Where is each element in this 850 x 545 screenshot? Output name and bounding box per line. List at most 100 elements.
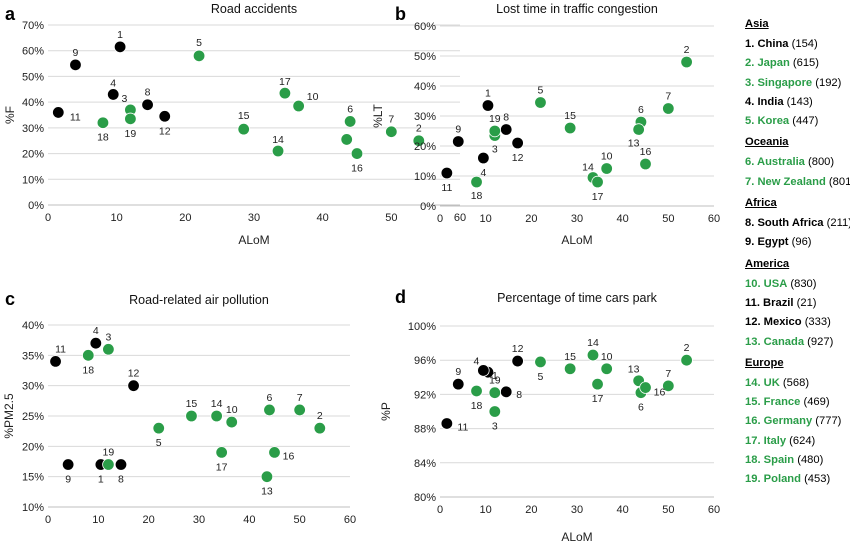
point-label: 7 <box>388 114 394 126</box>
point-label: 10 <box>307 91 319 103</box>
data-point <box>662 379 675 393</box>
legend-region: Africa <box>745 197 777 210</box>
y-tick-label: 88% <box>414 424 436 436</box>
legend-entry: 8. South Africa (211) <box>745 214 850 233</box>
data-point <box>96 116 110 129</box>
y-tick-label: 10% <box>22 502 44 514</box>
legend-entry: 13. Canada (927) <box>745 333 850 352</box>
legend-country: 4. India <box>745 95 784 108</box>
x-tick-label: 10 <box>480 213 492 225</box>
point-label: 16 <box>351 163 363 175</box>
legend-entry: 3. Singapore (192) <box>745 74 850 93</box>
data-point <box>639 381 652 394</box>
legend-country: 13. Canada <box>745 335 805 348</box>
point-label: 11 <box>441 182 452 194</box>
data-point <box>440 166 454 180</box>
y-tick-label: 30% <box>414 111 436 123</box>
x-tick-label: 50 <box>662 213 674 225</box>
panel-b: b Lost time in traffic congestion0%10%20%… <box>371 2 720 247</box>
point-label: 10 <box>601 151 613 163</box>
data-point <box>293 403 306 417</box>
x-tick-label: 40 <box>617 213 629 225</box>
data-point <box>470 175 483 189</box>
point-label: 3 <box>492 144 498 156</box>
legend-entry: 15. France (469) <box>745 393 850 412</box>
data-point <box>192 49 206 63</box>
y-tick-label: 35% <box>22 350 44 362</box>
legend-country: 10. USA <box>745 277 788 290</box>
x-tick-label: 0 <box>45 212 51 224</box>
data-point <box>563 121 577 135</box>
data-point <box>141 98 154 111</box>
point-label: 10 <box>601 351 613 363</box>
data-point <box>586 348 600 362</box>
point-label: 2 <box>416 123 422 135</box>
y-tick-label: 96% <box>414 355 436 367</box>
point-label: 17 <box>279 76 291 88</box>
x-tick-label: 20 <box>179 212 191 224</box>
legend-count: (211) <box>823 217 850 230</box>
point-label: 14 <box>211 398 223 410</box>
x-tick-label: 50 <box>662 504 674 516</box>
point-label: 7 <box>665 91 671 103</box>
legend-entry: 11. Brazil (21) <box>745 294 850 313</box>
legend-entry: 2. Japan (615) <box>745 54 850 73</box>
point-label: 1 <box>492 370 498 382</box>
data-point <box>470 384 483 398</box>
legend-country: 12. Mexico <box>745 316 802 329</box>
y-axis-label: %P <box>379 402 393 421</box>
point-label: 17 <box>216 461 228 473</box>
legend-country: 19. Poland <box>745 473 801 486</box>
point-label: 15 <box>564 110 576 122</box>
data-point <box>500 123 513 136</box>
point-label: 3 <box>121 93 127 105</box>
y-tick-label: 10% <box>22 174 44 186</box>
point-label: 6 <box>638 104 644 116</box>
data-point <box>600 362 613 375</box>
x-tick-label: 60 <box>708 504 720 516</box>
x-tick-label: 20 <box>525 213 537 225</box>
point-label: 19 <box>125 128 137 140</box>
legend-count: (333) <box>801 316 831 329</box>
x-tick-label: 20 <box>525 504 537 516</box>
point-label: 8 <box>145 87 151 99</box>
data-point <box>158 110 171 123</box>
x-tick-label: 40 <box>617 504 629 516</box>
legend-count: (453) <box>800 473 831 486</box>
point-label: 8 <box>118 474 124 486</box>
data-point <box>278 86 292 100</box>
data-point <box>563 362 577 375</box>
data-point <box>114 458 128 471</box>
y-tick-label: 15% <box>22 472 44 484</box>
point-label: 10 <box>226 404 238 416</box>
point-label: 2 <box>684 342 690 354</box>
y-tick-label: 30% <box>22 381 44 393</box>
point-label: 12 <box>512 152 524 164</box>
legend-entry: 5. Korea (447) <box>745 112 850 131</box>
point-label: 15 <box>564 351 576 363</box>
data-point <box>292 99 305 113</box>
data-point <box>69 58 82 72</box>
y-tick-label: 92% <box>414 389 436 401</box>
point-label: 15 <box>238 110 250 122</box>
point-label: 12 <box>159 125 171 137</box>
panel-letter: d <box>395 287 406 307</box>
panel-letter: a <box>5 4 16 24</box>
point-label: 18 <box>471 400 483 412</box>
data-point <box>488 405 502 418</box>
x-tick-label: 60 <box>344 514 356 526</box>
data-point <box>477 364 490 377</box>
data-point <box>511 136 524 150</box>
legend-country: 17. Italy <box>745 434 787 447</box>
y-tick-label: 70% <box>22 20 44 32</box>
point-label: 5 <box>196 37 202 49</box>
point-label: 4 <box>110 77 116 89</box>
data-point <box>237 122 250 136</box>
legend-count: (615) <box>789 57 820 70</box>
legend-country: 11. Brazil <box>745 296 794 309</box>
legend-count: (469) <box>800 396 830 409</box>
data-point <box>481 99 495 112</box>
legend-entry: 16. Germany (777) <box>745 412 850 431</box>
point-label: 7 <box>665 368 671 380</box>
